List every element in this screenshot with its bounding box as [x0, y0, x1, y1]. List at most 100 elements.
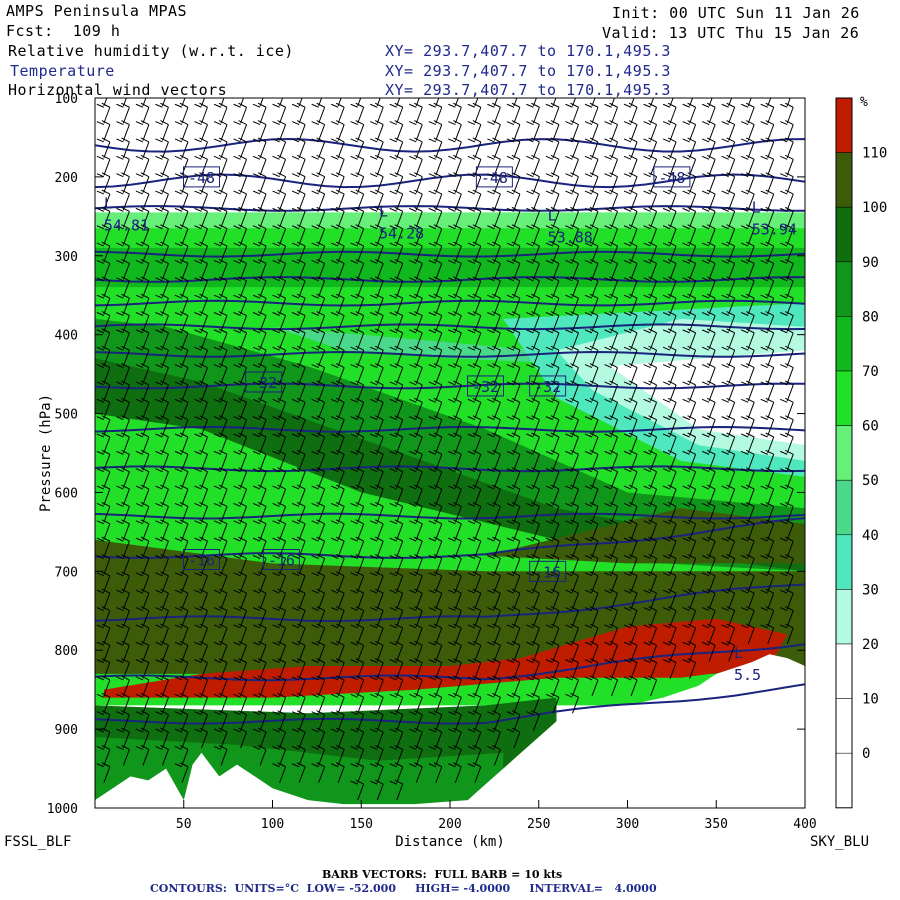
wind-barb [741, 606, 755, 627]
wind-barb [174, 675, 189, 697]
wind-barb [701, 380, 716, 402]
wind-barb [701, 241, 716, 263]
low-marker: L [104, 194, 113, 212]
wind-barb [623, 432, 638, 454]
wind-barb [565, 311, 579, 332]
wind-barb [213, 137, 228, 159]
wind-barb [513, 98, 518, 107]
wind-barb [467, 554, 482, 575]
wind-barb [116, 241, 130, 263]
wind-barb [448, 623, 462, 645]
wind-barb [584, 606, 599, 627]
wind-barb [487, 345, 501, 367]
wind-barb [506, 536, 521, 558]
wind-barb [272, 311, 287, 332]
wind-barb [662, 224, 677, 245]
wind-barb [467, 241, 482, 263]
wind-barb [526, 449, 540, 471]
wind-barb [155, 120, 169, 141]
wind-barb [135, 640, 150, 662]
wind-barb [545, 658, 560, 679]
wind-barb [252, 363, 267, 384]
wind-barb [701, 501, 716, 523]
wind-barb [155, 432, 169, 454]
wind-barb [448, 172, 462, 193]
wind-barb [233, 727, 248, 749]
wind-barb [701, 519, 716, 540]
wind-barb [565, 658, 579, 679]
wind-barb [233, 675, 248, 697]
wind-barb [682, 363, 697, 384]
wind-barb [467, 710, 482, 731]
isotherm-label-box [183, 549, 220, 570]
wind-barb [181, 98, 186, 107]
low-marker: L [548, 206, 557, 224]
wind-barb [604, 571, 618, 593]
wind-barb [330, 432, 345, 454]
wind-barb [643, 293, 658, 315]
wind-barb [311, 397, 326, 419]
wind-barb [194, 102, 208, 124]
wind-barb [428, 258, 443, 280]
wind-barb [623, 258, 638, 280]
wind-barb [604, 258, 618, 280]
wind-barb [448, 449, 462, 471]
wind-barb [135, 189, 150, 211]
wind-barb [467, 449, 482, 471]
wind-barb [155, 189, 169, 211]
wind-barb [760, 380, 775, 402]
wind-barb [662, 536, 677, 558]
wind-barb [311, 675, 326, 697]
wind-barb [291, 519, 306, 540]
wind-barb [135, 293, 150, 315]
wind-barb [96, 449, 111, 471]
wind-barb [233, 415, 248, 436]
wind-barb [506, 345, 521, 367]
wind-barb [643, 241, 658, 263]
wind-barb [311, 484, 326, 506]
wind-barb [174, 397, 189, 419]
wind-barb [116, 554, 130, 575]
wind-barb [526, 519, 540, 540]
wind-barb [174, 224, 189, 245]
wind-barb [116, 727, 130, 749]
wind-barb [291, 675, 306, 697]
wind-barb [116, 154, 130, 176]
wind-barb [409, 710, 423, 731]
wind-barb [233, 276, 248, 297]
wind-barb [623, 241, 638, 263]
wind-barb [487, 727, 501, 749]
wind-barb [135, 484, 150, 506]
wind-barb [701, 172, 716, 193]
wind-barb [135, 588, 150, 610]
wind-barb [135, 501, 150, 523]
wind-barb [604, 501, 618, 523]
wind-barb [311, 380, 326, 402]
wind-barb [565, 501, 579, 523]
wind-barb [330, 380, 345, 402]
wind-barb [467, 588, 482, 610]
wind-barb [116, 692, 130, 714]
wind-barb [233, 137, 248, 159]
wind-barb [467, 658, 482, 679]
wind-barb [487, 554, 501, 575]
wind-barb [311, 224, 326, 245]
wind-barb [174, 710, 189, 731]
wind-barb [506, 224, 521, 245]
wind-barb [174, 571, 189, 593]
y-tick-label: 100 [55, 92, 78, 107]
wind-barb [174, 744, 189, 766]
wind-barb [662, 397, 677, 419]
wind-barb [506, 606, 521, 627]
wind-barb [291, 467, 306, 488]
field-1-xy: XY= 293.7,407.7 to 170.1,495.3 [385, 42, 671, 60]
wind-barb [350, 432, 365, 454]
wind-barb [96, 484, 111, 506]
colorbar-segment [835, 479, 853, 536]
wind-barb [389, 467, 404, 488]
wind-barb [116, 501, 130, 523]
wind-barb [252, 467, 267, 488]
wind-barb [233, 710, 248, 731]
colorbar-segment [835, 698, 853, 754]
wind-barb [389, 762, 404, 783]
